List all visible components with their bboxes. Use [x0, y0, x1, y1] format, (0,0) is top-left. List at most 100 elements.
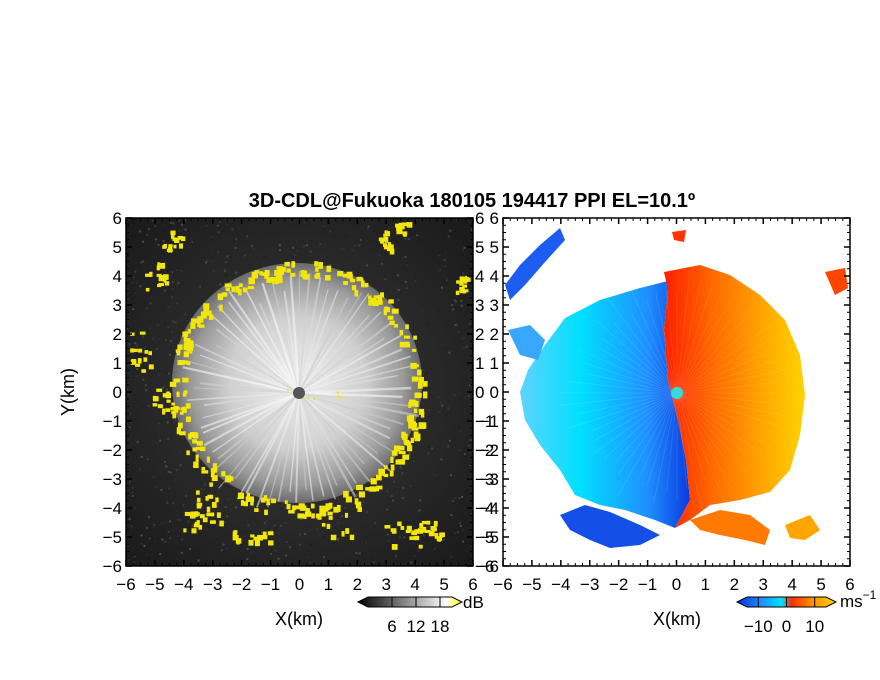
clutter-pixel	[310, 503, 315, 509]
noise-pixel	[126, 387, 129, 390]
clutter-fragment	[459, 276, 465, 281]
echo-ray	[203, 392, 300, 447]
noise-pixel	[440, 496, 443, 499]
clutter-pixel	[276, 276, 283, 284]
noise-pixel	[149, 327, 152, 330]
clutter-pixel	[393, 324, 399, 328]
noise-pixel	[185, 467, 188, 470]
noise-pixel	[454, 497, 457, 500]
noise-pixel	[344, 235, 347, 238]
echo-ray	[199, 354, 300, 394]
echo-ray	[272, 283, 300, 394]
noise-pixel	[282, 224, 285, 227]
noise-pixel	[164, 322, 167, 325]
noise-pixel	[429, 293, 432, 296]
clutter-fragment	[175, 238, 180, 243]
clutter-pixel	[406, 445, 413, 452]
noise-pixel	[128, 517, 131, 520]
clutter-pixel	[183, 343, 188, 351]
clutter-pixel	[185, 403, 191, 409]
noise-pixel	[144, 524, 147, 527]
velocity-echo-ne	[825, 268, 848, 295]
clutter-fragment	[232, 535, 239, 541]
noise-pixel	[300, 517, 303, 520]
noise-pixel	[261, 531, 264, 534]
noise-pixel	[283, 248, 286, 251]
noise-pixel	[163, 289, 166, 292]
velocity-ray	[676, 327, 750, 394]
echo-ray	[217, 392, 300, 460]
noise-pixel	[197, 559, 200, 562]
clutter-fragment	[143, 357, 148, 362]
noise-pixel	[222, 543, 225, 546]
noise-pixel	[233, 553, 236, 556]
noise-pixel	[425, 248, 428, 251]
clutter-pixel	[286, 268, 291, 273]
clutter-pixel	[190, 431, 197, 438]
clutter-fragment	[439, 532, 445, 538]
clutter-pixel	[300, 503, 305, 511]
noise-pixel	[169, 520, 172, 523]
clutter-pixel	[179, 411, 184, 415]
clutter-fragment	[345, 528, 350, 534]
clutter-pixel	[383, 308, 387, 316]
noise-pixel	[128, 481, 131, 484]
noise-pixel	[300, 550, 303, 553]
noise-pixel	[200, 488, 203, 491]
noise-pixel	[372, 239, 375, 242]
noise-pixel	[141, 240, 144, 243]
noise-pixel	[224, 269, 227, 272]
clutter-fragment	[396, 227, 400, 233]
clutter-fragment	[183, 528, 187, 533]
echo-ray	[298, 293, 370, 394]
noise-pixel	[225, 547, 228, 550]
echo-ray	[289, 276, 301, 394]
noise-pixel	[381, 262, 384, 265]
clutter-fragment	[157, 404, 163, 409]
velocity-ray	[567, 381, 678, 394]
center-clutter	[337, 396, 340, 399]
noise-pixel	[422, 534, 425, 537]
noise-pixel	[231, 228, 234, 231]
clutter-fragment	[202, 517, 208, 523]
clutter-fragment	[305, 508, 310, 512]
noise-pixel	[395, 556, 398, 559]
noise-pixel	[308, 560, 311, 563]
clutter-fragment	[330, 534, 337, 541]
noise-pixel	[453, 394, 456, 397]
noise-pixel	[316, 259, 319, 262]
clutter-pixel	[231, 286, 236, 291]
noise-pixel	[461, 528, 464, 531]
echo-ray	[298, 348, 403, 395]
noise-pixel	[462, 540, 465, 543]
echo-ray	[298, 334, 402, 394]
clutter-fragment	[262, 531, 267, 536]
clutter-pixel	[321, 506, 329, 512]
echo-ray	[298, 311, 382, 394]
clutter-pixel	[224, 283, 232, 288]
clutter-fragment	[195, 490, 200, 495]
noise-pixel	[431, 447, 434, 450]
clutter-pixel	[304, 511, 312, 517]
velocity-ray	[676, 392, 788, 405]
noise-pixel	[206, 259, 209, 262]
noise-pixel	[459, 524, 462, 527]
noise-pixel	[135, 375, 138, 378]
clutter-fragment	[349, 534, 355, 540]
velocity-ray	[665, 284, 678, 394]
noise-pixel	[169, 536, 172, 539]
noise-pixel	[142, 335, 145, 338]
clutter-pixel	[380, 292, 385, 298]
noise-pixel	[410, 561, 413, 564]
noise-pixel	[245, 235, 248, 238]
echo-ray	[244, 288, 300, 394]
clutter-pixel	[191, 318, 198, 324]
clutter-fragment	[156, 273, 162, 277]
noise-pixel	[355, 552, 358, 555]
noise-pixel	[224, 506, 227, 509]
velocity-ray	[598, 347, 678, 394]
clutter-pixel	[182, 331, 189, 337]
x-tick-label-r2: −4	[551, 575, 570, 594]
clutter-pixel	[272, 277, 279, 285]
velocity-ray	[676, 360, 777, 394]
